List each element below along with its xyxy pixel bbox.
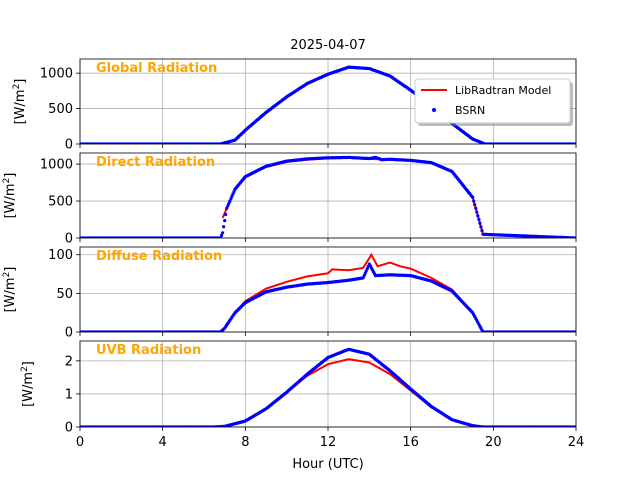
y-tick-label: 100 xyxy=(48,248,73,263)
bsrn-point xyxy=(229,197,233,201)
bsrn-point xyxy=(230,194,234,198)
panel-title: Direct Radiation xyxy=(96,155,215,170)
x-tick-label: 20 xyxy=(485,435,502,450)
bsrn-point xyxy=(479,225,483,229)
bsrn-point xyxy=(226,204,230,208)
bsrn-point xyxy=(472,199,476,203)
x-axis-label: Hour (UTC) xyxy=(292,457,363,472)
legend-swatch-dot xyxy=(432,108,436,112)
x-tick-label: 8 xyxy=(241,435,249,450)
x-tick-label: 16 xyxy=(402,435,419,450)
bsrn-point xyxy=(227,202,231,206)
y-tick-label: 1000 xyxy=(40,158,73,173)
bsrn-point xyxy=(231,192,235,196)
y-tick-label: 1 xyxy=(65,387,73,402)
bsrn-point xyxy=(473,203,477,207)
bsrn-point xyxy=(478,221,482,225)
y-tick-label: 500 xyxy=(48,195,73,210)
panel-title: Global Radiation xyxy=(96,61,217,76)
bsrn-point xyxy=(221,231,225,235)
plot-area xyxy=(80,252,576,332)
series-dots-bsrn xyxy=(80,262,576,332)
legend-label: BSRN xyxy=(455,104,485,117)
bsrn-point xyxy=(222,225,226,229)
bsrn-point xyxy=(474,206,478,210)
bsrn-point xyxy=(220,233,224,237)
bsrn-point xyxy=(225,206,229,210)
panel-title: Diffuse Radiation xyxy=(96,249,222,264)
y-tick-label: 0 xyxy=(65,232,73,247)
y-tick-label: 50 xyxy=(56,287,73,302)
bsrn-point xyxy=(223,219,227,223)
panel-direct-radiation: 0 500 1000 Direct Radiation [W/m2] xyxy=(2,152,577,247)
x-tick-label: 0 xyxy=(76,435,84,450)
bsrn-point xyxy=(480,229,484,233)
y-tick-label: 2 xyxy=(65,354,73,369)
x-tick-label: 4 xyxy=(159,435,167,450)
legend-box xyxy=(414,78,571,124)
bsrn-point xyxy=(475,210,479,214)
bsrn-point xyxy=(228,199,232,203)
x-tick-label: 12 xyxy=(320,435,337,450)
chart-title: 2025-04-07 xyxy=(290,38,366,53)
y-axis-label: [W/m2] xyxy=(2,267,18,313)
series-line-model xyxy=(219,252,484,332)
y-tick-label: 500 xyxy=(48,102,73,117)
bsrn-point xyxy=(224,212,228,217)
panel-title: UVB Radiation xyxy=(96,343,201,358)
panel-uvb-radiation: 0 1 2 UVB Radiation [W/m2] xyxy=(20,340,577,436)
panel-global-radiation: 0 500 1000 Global Radiation [W/m2] xyxy=(12,58,577,153)
legend: LibRadtran Model BSRN xyxy=(414,78,573,126)
bsrn-point xyxy=(477,217,481,222)
bsrn-point xyxy=(232,190,236,194)
y-tick-label: 0 xyxy=(65,138,73,153)
bsrn-point xyxy=(364,269,368,273)
y-axis-label: [W/m2] xyxy=(20,361,36,407)
x-tick-label: 24 xyxy=(568,435,585,450)
series-dots-bsrn xyxy=(80,155,576,238)
y-axis-label: [W/m2] xyxy=(12,79,28,125)
plot-area xyxy=(80,155,576,238)
y-tick-label: 0 xyxy=(65,326,73,341)
legend-label: LibRadtran Model xyxy=(455,84,551,97)
y-tick-label: 0 xyxy=(65,421,73,436)
y-axis-label: [W/m2] xyxy=(2,173,18,219)
bsrn-point xyxy=(471,195,475,199)
x-axis: 0 4 8 12 16 20 24 xyxy=(76,435,584,450)
y-tick-label: 1000 xyxy=(40,67,73,82)
bsrn-point xyxy=(476,214,480,218)
panel-diffuse-radiation: 0 50 100 Diffuse Radiation [W/m2] xyxy=(2,246,577,341)
